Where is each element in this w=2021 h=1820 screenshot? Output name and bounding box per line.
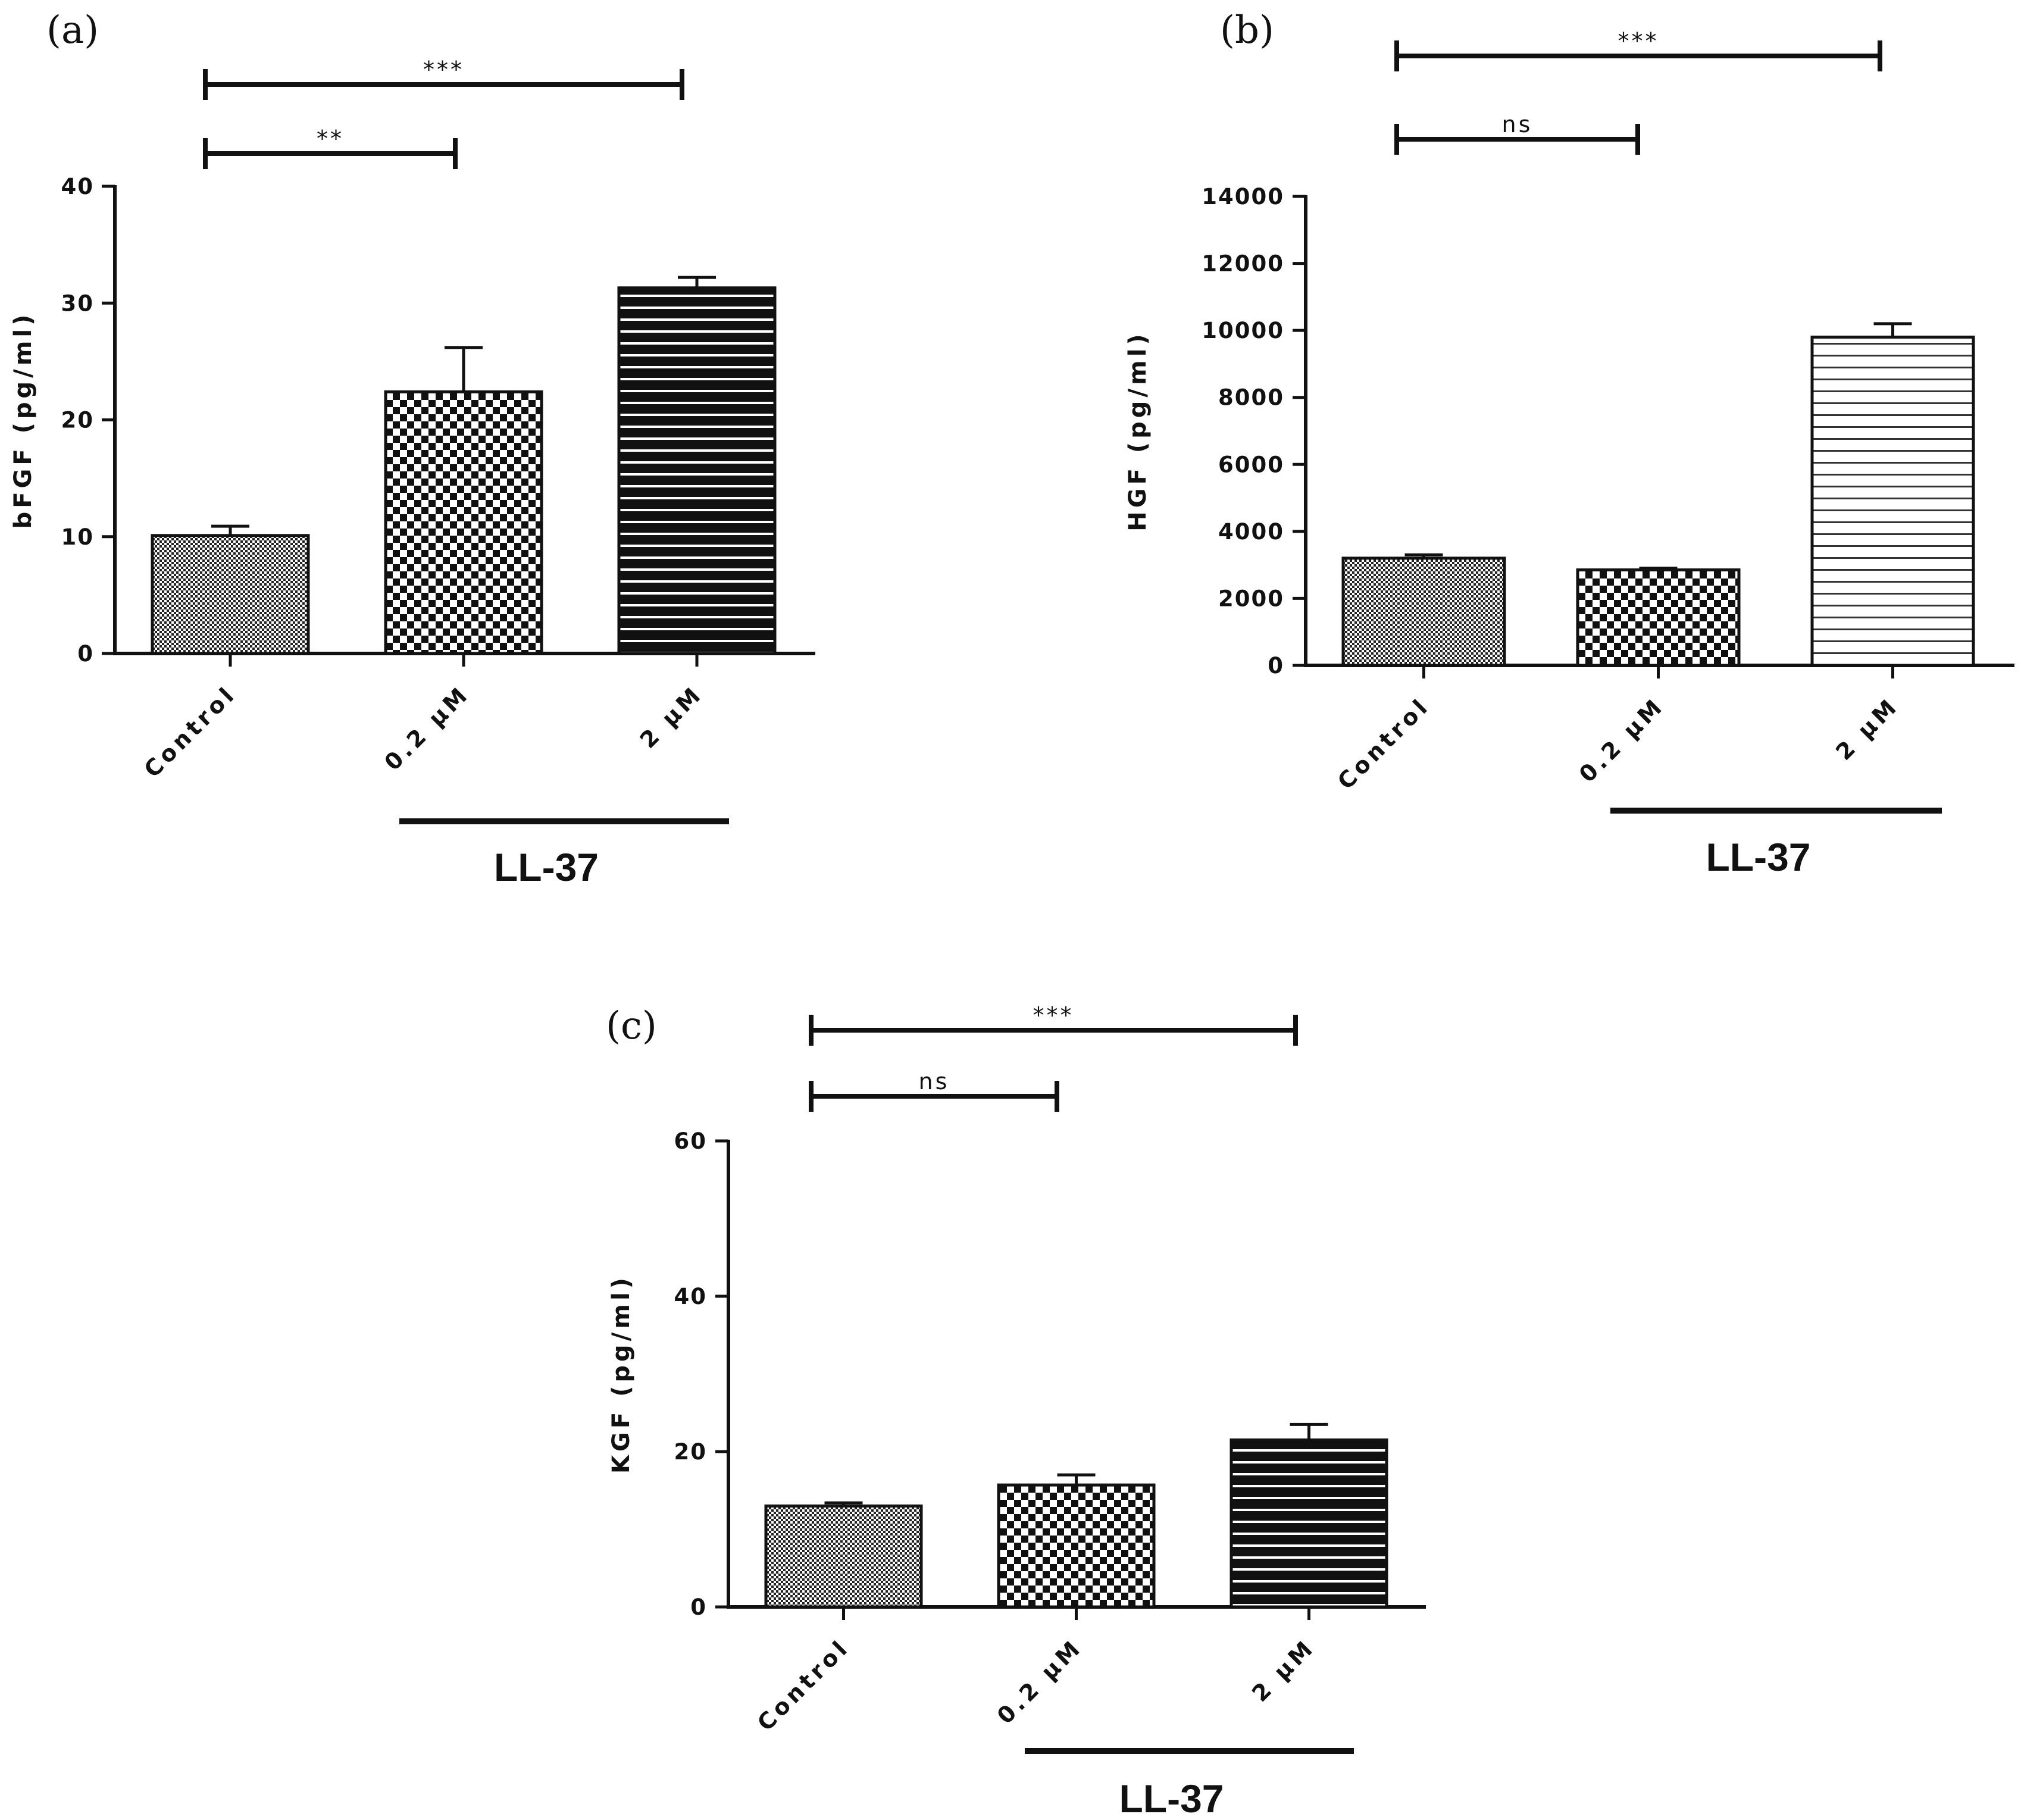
y-tick-label: 20: [674, 1439, 708, 1465]
category-label: Control: [752, 1634, 855, 1736]
y-tick-label: 0: [690, 1594, 707, 1620]
chart-panel-2: (b) 0 2000 4000 6000 8000 10000 12000 14000 HGF (…: [1124, 8, 2014, 879]
y-tick-label: 0: [77, 641, 94, 667]
bar: [1810, 335, 1975, 667]
category-label: Control: [1332, 692, 1435, 795]
y-tick-label: 10000: [1202, 318, 1284, 343]
y-tick-label: 10: [61, 524, 95, 550]
bar: [997, 1483, 1156, 1609]
group-label: LL-37: [1119, 1777, 1224, 1820]
category-label: 0.2 μM: [379, 680, 474, 775]
y-tick-label: 14000: [1202, 184, 1284, 209]
bar: [151, 534, 310, 655]
category-label: 2 μM: [1831, 692, 1904, 765]
significance-label: ***: [423, 57, 464, 83]
significance-label: ns: [919, 1068, 950, 1094]
y-axis-label: bFGF (pg/ml): [10, 311, 37, 529]
panel-label: (b): [1220, 8, 1274, 52]
y-tick-label: 60: [674, 1128, 708, 1154]
bar: [617, 286, 777, 655]
category-label: Control: [139, 680, 241, 783]
bar: [1230, 1438, 1388, 1609]
y-tick-label: 8000: [1218, 385, 1284, 411]
y-tick-label: 12000: [1202, 251, 1284, 277]
panel-label: (c): [606, 1004, 657, 1048]
y-axis-label: HGF (pg/ml): [1124, 330, 1152, 531]
category-label: 2 μM: [635, 680, 708, 753]
category-label: 2 μM: [1247, 1634, 1320, 1707]
significance-label: ***: [1033, 1002, 1074, 1028]
significance-label: ns: [1502, 111, 1533, 137]
chart-panel-1: (a) 0 10 20 30 40 bFGF (pg/ml) Control 0.2 μM 2 μ…: [10, 8, 815, 889]
y-axis-label: KGF (pg/ml): [608, 1274, 635, 1474]
y-tick-label: 40: [61, 174, 95, 199]
bar: [764, 1504, 923, 1609]
y-tick-label: 2000: [1218, 586, 1284, 611]
bar: [384, 390, 543, 655]
bar: [1576, 568, 1741, 667]
group-label: LL-37: [1706, 835, 1810, 879]
bar: [1341, 556, 1506, 667]
category-label: 0.2 μM: [1574, 692, 1669, 787]
panel-label: (a): [46, 8, 99, 52]
y-tick-label: 20: [61, 408, 95, 433]
significance-label: **: [317, 126, 344, 152]
y-tick-label: 6000: [1218, 452, 1284, 477]
y-tick-label: 0: [1268, 653, 1284, 678]
y-tick-label: 40: [674, 1284, 708, 1309]
chart-panel-3: (c) 0 20 40 60 KGF (pg/ml) Control 0.2 μM 2 μM **…: [606, 1002, 1426, 1820]
group-label: LL-37: [494, 845, 599, 889]
significance-label: ***: [1618, 28, 1659, 54]
y-tick-label: 4000: [1218, 519, 1284, 545]
category-label: 0.2 μM: [992, 1634, 1087, 1729]
y-tick-label: 30: [61, 290, 95, 316]
